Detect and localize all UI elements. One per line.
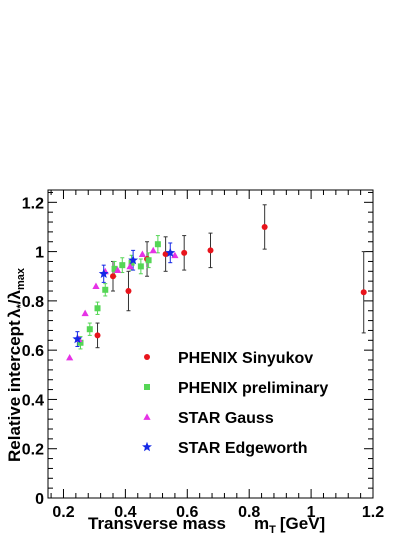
- plot-border: [47, 189, 374, 499]
- marker-phenix-sinyukov: [207, 247, 214, 254]
- marker-star-gauss: [114, 266, 122, 273]
- legend: PHENIX Sinyukov PHENIX preliminary STAR Ga…: [142, 350, 328, 457]
- legend-marker-star-edgeworth: [142, 441, 152, 452]
- marker-star-gauss: [66, 353, 74, 361]
- legend-marker-phenix-preliminary: [144, 384, 150, 390]
- y-axis-ratio: λ*/λmax: [5, 267, 27, 318]
- y-ratio-num-sub: *: [15, 304, 27, 309]
- marker-phenix-sinyukov: [125, 288, 132, 295]
- y-tick-label: 0: [35, 491, 44, 508]
- y-tick-label: 0.6: [22, 343, 44, 360]
- x-tick-label: 1: [307, 504, 316, 521]
- legend-label-phenix-sinyukov: PHENIX Sinyukov: [178, 350, 313, 367]
- y-ratio-den: λ: [5, 290, 24, 300]
- marker-phenix-sinyukov: [261, 223, 268, 230]
- axis-titles: Transverse mass mT [GeV]Relative intercept…: [5, 267, 325, 536]
- y-ratio-sep: /: [5, 299, 24, 304]
- plot-frame: [47, 189, 374, 499]
- x-tick-label: 1.2: [362, 504, 384, 521]
- marker-star-gauss: [81, 309, 89, 317]
- y-axis-title: Relative intercept: [5, 320, 24, 462]
- data-markers: [66, 223, 367, 361]
- y-ratio-den-sub: max: [15, 267, 27, 290]
- legend-label-phenix-preliminary: PHENIX preliminary: [178, 380, 328, 397]
- marker-phenix-preliminary: [94, 305, 101, 312]
- y-tick-label: 1: [35, 245, 44, 262]
- x-axis-unit: [GeV]: [280, 514, 325, 533]
- legend-marker-phenix-sinyukov: [144, 354, 150, 360]
- marker-phenix-preliminary: [86, 326, 93, 333]
- legend-marker-star-gauss: [143, 413, 151, 420]
- marker-phenix-preliminary: [145, 257, 152, 264]
- x-axis-symbol-sub: T: [269, 524, 276, 536]
- axis-ticks: 0.2 0.4 0.6 0.8 1 1.2 0 0.2 0.4 0.6 0.8 1 1.2: [22, 190, 384, 521]
- marker-phenix-preliminary: [154, 241, 161, 248]
- marker-phenix-preliminary: [102, 286, 109, 293]
- x-axis-symbol: mT [GeV]: [254, 514, 325, 536]
- marker-star-gauss: [92, 282, 100, 289]
- marker-phenix-preliminary: [119, 262, 126, 269]
- marker-phenix-sinyukov: [181, 249, 188, 256]
- marker-phenix-preliminary: [111, 265, 118, 272]
- marker-phenix-sinyukov: [94, 332, 101, 339]
- marker-star-gauss: [126, 262, 134, 270]
- marker-phenix-preliminary: [137, 263, 144, 270]
- marker-star-edgeworth: [128, 255, 139, 265]
- y-tick-label: 0.4: [22, 392, 44, 409]
- x-tick-label: 0.4: [114, 504, 136, 521]
- marker-star-gauss: [149, 246, 157, 254]
- marker-star-gauss: [138, 250, 147, 257]
- y-tick-label: 1.2: [22, 195, 44, 212]
- marker-star-edgeworth: [165, 247, 176, 258]
- marker-star-edgeworth: [98, 268, 109, 278]
- marker-phenix-preliminary: [77, 339, 84, 346]
- marker-star-edgeworth: [72, 333, 83, 344]
- legend-label-star-gauss: STAR Gauss: [178, 410, 274, 427]
- marker-phenix-sinyukov: [360, 289, 367, 296]
- error-bars: [75, 204, 366, 350]
- x-tick-label: 0.6: [176, 504, 198, 521]
- x-tick-label: 0.8: [238, 504, 260, 521]
- legend-label-star-edgeworth: STAR Edgeworth: [178, 440, 307, 457]
- y-tick-label: 0.8: [22, 294, 44, 311]
- x-axis-title: Transverse mass: [88, 514, 226, 533]
- x-tick-label: 0.2: [52, 504, 74, 521]
- y-tick-label: 0.2: [22, 442, 44, 459]
- marker-phenix-sinyukov: [110, 273, 116, 280]
